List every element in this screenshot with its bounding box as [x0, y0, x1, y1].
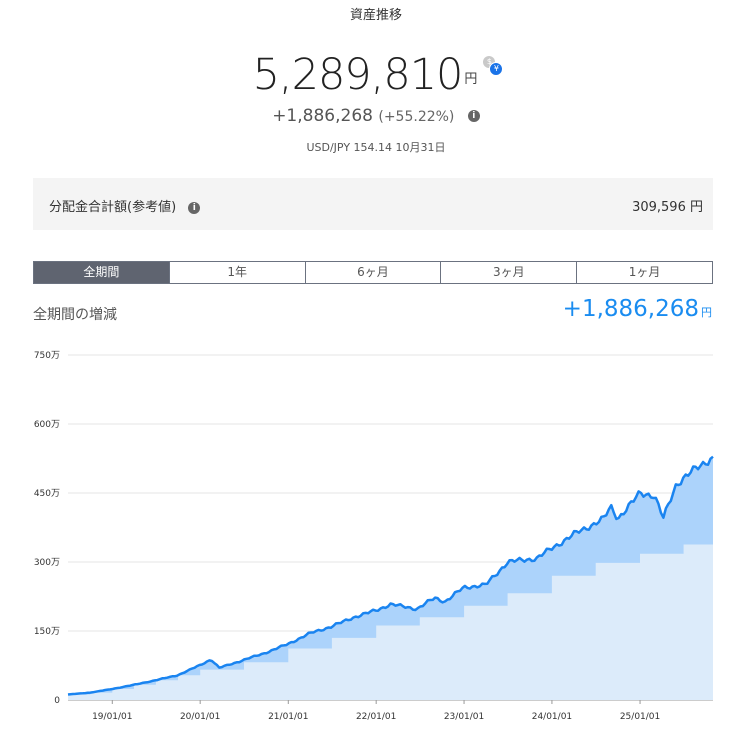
distribution-value: 309,596 円: [632, 200, 703, 215]
distribution-label-group: 分配金合計額(参考値) i: [49, 196, 201, 215]
distribution-label: 分配金合計額(参考値): [49, 200, 177, 215]
total-unit: 円: [464, 72, 478, 87]
x-tick-label: 24/01/01: [532, 712, 572, 722]
x-tick-label: 20/01/01: [180, 712, 220, 722]
total-assets: 5,289,810 円 $ ¥: [0, 50, 752, 106]
value-line: [67, 455, 714, 696]
y-tick-label: 600万: [34, 420, 60, 430]
y-tick-label: 750万: [34, 351, 60, 361]
period-value: +1,886,268: [562, 296, 699, 322]
y-tick-label: 450万: [34, 489, 60, 499]
x-tick-label: 23/01/01: [444, 712, 484, 722]
period-tabs: 全期間 1年 6ヶ月 3ヶ月 1ヶ月: [33, 261, 713, 284]
page-title: 資産推移: [349, 8, 402, 23]
info-icon[interactable]: i: [467, 110, 480, 122]
tab-all[interactable]: 全期間: [34, 262, 169, 283]
x-tick-label: 25/01/01: [620, 712, 660, 722]
currency-front-icon: ¥: [489, 62, 504, 76]
gain-value: +1,886,268: [272, 106, 373, 126]
distribution-panel: 分配金合計額(参考値) i 309,596 円: [33, 178, 713, 230]
tab-3m[interactable]: 3ヶ月: [440, 262, 577, 283]
y-tick-label: 150万: [34, 627, 60, 637]
x-tick-label: 19/01/01: [92, 712, 132, 722]
asset-chart: 0 150万 300万 450万 600万 750万 19/01/01 20/01/01 21/…: [34, 351, 714, 722]
tab-1y[interactable]: 1年: [168, 262, 305, 283]
x-tick-label: 22/01/01: [356, 712, 396, 722]
info-icon[interactable]: i: [188, 201, 201, 214]
tab-6m[interactable]: 6ヶ月: [304, 262, 441, 283]
currency-toggle-icon[interactable]: $ ¥: [483, 56, 504, 76]
gain-percent: (+55.22%): [378, 109, 455, 125]
total-gain: +1,886,268 (+55.22%) i: [0, 106, 752, 126]
period-unit: 円: [701, 306, 712, 319]
y-tick-label: 0: [54, 696, 60, 706]
x-tick-label: 21/01/01: [268, 712, 308, 722]
period-label: 全期間の増減: [33, 307, 117, 323]
exchange-rate: USD/JPY 154.14 10月31日: [306, 141, 446, 154]
period-change: +1,886,268 円: [563, 296, 712, 322]
principal-area: [68, 542, 713, 700]
tab-1m[interactable]: 1ヶ月: [576, 262, 712, 283]
y-tick-label: 300万: [34, 558, 60, 568]
total-value: 5,289,810: [252, 50, 464, 100]
